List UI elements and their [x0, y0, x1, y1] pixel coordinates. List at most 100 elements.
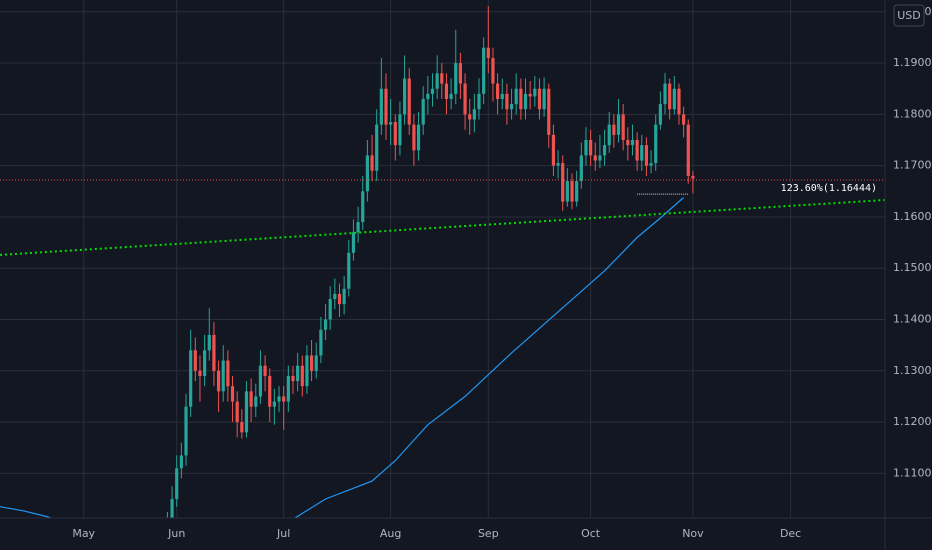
candle-body — [189, 350, 193, 407]
candle-body — [528, 93, 532, 97]
candle-body — [449, 93, 453, 99]
y-tick-label: 1.18000 — [893, 107, 932, 120]
y-tick-label: 1.16000 — [893, 210, 932, 223]
candle-body — [598, 155, 602, 161]
candle-body — [407, 78, 411, 125]
candle-body — [342, 288, 346, 305]
x-tick-label: Sep — [478, 527, 499, 540]
candle-body — [296, 365, 300, 382]
candle-body — [663, 83, 667, 105]
candle-body — [309, 355, 314, 371]
candle-body — [361, 191, 365, 223]
candle-body — [561, 163, 565, 202]
candle-body — [486, 47, 490, 58]
x-tick-label: Jul — [276, 527, 290, 540]
candle-body — [216, 370, 221, 392]
y-tick-label: 1.17000 — [893, 159, 932, 172]
candle-body — [658, 104, 662, 125]
candle-body — [389, 122, 393, 125]
candle-body — [379, 88, 383, 125]
candle-body — [682, 114, 686, 125]
candle-body — [179, 455, 183, 469]
candle-body — [458, 63, 463, 84]
y-tick-label: 1.15000 — [893, 261, 932, 274]
candle-body — [463, 83, 467, 115]
candle-body — [630, 140, 635, 146]
candle-body — [375, 124, 379, 171]
candle-body — [519, 88, 523, 110]
candle-body — [691, 175, 695, 179]
candle-body — [286, 375, 290, 402]
x-tick-label: Aug — [380, 527, 401, 540]
candle-body — [570, 181, 574, 202]
candle-body — [649, 163, 653, 166]
candle-body — [537, 88, 542, 110]
candle-body — [305, 355, 309, 387]
candle-body — [482, 47, 486, 94]
currency-badge[interactable] — [893, 4, 925, 27]
candle-body — [686, 124, 690, 176]
candle-body — [668, 83, 672, 110]
x-tick-label: Jun — [167, 527, 185, 540]
candle-body — [565, 181, 569, 202]
candle-body — [589, 140, 593, 156]
candle-body — [402, 78, 407, 115]
moving-average — [0, 197, 684, 518]
currency-label: USD — [897, 9, 921, 22]
candle-body — [254, 396, 258, 407]
y-tick-label: 1.14000 — [893, 313, 932, 326]
candle-body — [347, 252, 351, 289]
candle-body — [500, 93, 504, 99]
candle-body — [593, 155, 597, 161]
candle-body — [249, 391, 253, 407]
y-tick-label: 1.19000 — [893, 56, 932, 69]
candle-body — [268, 375, 272, 407]
y-tick-label: 1.12000 — [893, 415, 932, 428]
candle-body — [542, 88, 546, 110]
candle-body — [607, 124, 611, 146]
candle-body — [230, 386, 235, 402]
candle-body — [337, 293, 342, 305]
candle-body — [654, 124, 658, 164]
candle-body — [212, 334, 216, 371]
candle-body — [677, 88, 681, 115]
candle-body — [496, 83, 500, 99]
candle-body — [272, 401, 276, 407]
candle-body — [203, 350, 207, 376]
candle-body — [430, 88, 435, 94]
candle-body — [198, 370, 202, 376]
candle-body — [635, 140, 639, 161]
candle-body — [444, 83, 449, 99]
candle-body — [602, 145, 607, 156]
candle-body — [556, 163, 560, 166]
y-tick-label: 1.13000 — [893, 364, 932, 377]
candle-body — [393, 122, 397, 146]
candle-body — [640, 145, 644, 161]
candle-body — [514, 88, 518, 105]
candle-body — [672, 88, 676, 110]
candle-body — [523, 93, 528, 110]
x-tick-label: Oct — [581, 527, 601, 540]
candle-body — [240, 422, 244, 433]
candle-body — [616, 114, 621, 135]
candle-body — [314, 355, 318, 371]
x-tick-label: Nov — [682, 527, 704, 540]
candle-body — [351, 232, 356, 253]
candle-body — [282, 396, 286, 402]
candle-body — [384, 88, 388, 125]
candle-body — [356, 222, 360, 233]
candle-body — [454, 63, 458, 94]
candle-body — [468, 114, 472, 120]
candle-body — [435, 73, 439, 89]
candle-body — [244, 391, 249, 433]
candle-body — [547, 88, 551, 135]
y-tick-label: 1.11000 — [893, 466, 932, 479]
candle-body — [505, 93, 509, 110]
candle-body — [533, 88, 537, 97]
candle-body — [551, 134, 556, 166]
candle-body — [584, 140, 588, 156]
candle-body — [477, 93, 481, 110]
candle-body — [365, 155, 369, 192]
